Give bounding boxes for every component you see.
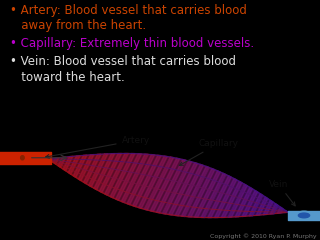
Polygon shape	[48, 158, 59, 164]
Text: Capillary: Capillary	[180, 139, 238, 165]
Polygon shape	[242, 190, 263, 216]
Polygon shape	[73, 155, 94, 181]
Text: Vein: Vein	[269, 180, 295, 206]
Ellipse shape	[296, 211, 312, 220]
Polygon shape	[256, 197, 273, 215]
Polygon shape	[150, 158, 186, 213]
Text: Artery: Artery	[45, 136, 150, 158]
Polygon shape	[68, 155, 87, 177]
Polygon shape	[201, 173, 231, 218]
Polygon shape	[214, 179, 242, 218]
Ellipse shape	[20, 155, 25, 161]
Polygon shape	[235, 187, 258, 217]
Polygon shape	[133, 155, 167, 208]
Polygon shape	[263, 200, 278, 215]
Polygon shape	[277, 207, 288, 213]
Polygon shape	[156, 160, 192, 214]
Polygon shape	[208, 176, 236, 218]
Polygon shape	[221, 181, 247, 217]
Polygon shape	[89, 154, 115, 190]
Polygon shape	[116, 154, 148, 203]
Text: toward the heart.: toward the heart.	[10, 71, 124, 84]
Polygon shape	[84, 154, 108, 187]
Polygon shape	[188, 168, 220, 217]
Polygon shape	[127, 155, 161, 207]
Text: • Capillary: Extremely thin blood vessels.: • Capillary: Extremely thin blood vessel…	[10, 37, 254, 50]
Polygon shape	[169, 163, 203, 216]
Polygon shape	[53, 157, 66, 168]
Polygon shape	[228, 184, 252, 217]
Polygon shape	[94, 154, 122, 192]
Polygon shape	[181, 166, 215, 217]
Polygon shape	[110, 154, 141, 200]
Polygon shape	[63, 156, 80, 174]
Polygon shape	[249, 194, 268, 216]
Polygon shape	[78, 154, 101, 184]
Polygon shape	[105, 154, 135, 198]
Polygon shape	[121, 154, 155, 205]
Polygon shape	[144, 157, 180, 211]
Text: • Vein: Blood vessel that carries blood: • Vein: Blood vessel that carries blood	[10, 55, 236, 68]
Polygon shape	[58, 156, 73, 171]
Polygon shape	[100, 154, 128, 195]
Polygon shape	[284, 210, 288, 213]
Text: Copyright © 2010 Ryan P. Murphy: Copyright © 2010 Ryan P. Murphy	[210, 233, 317, 239]
Ellipse shape	[20, 156, 24, 160]
Text: • Artery: Blood vessel that carries blood: • Artery: Blood vessel that carries bloo…	[10, 4, 246, 17]
Polygon shape	[270, 204, 283, 214]
Ellipse shape	[298, 213, 310, 218]
Text: away from the heart.: away from the heart.	[10, 19, 146, 32]
Polygon shape	[175, 164, 209, 216]
Polygon shape	[195, 171, 226, 217]
Polygon shape	[139, 156, 173, 210]
Polygon shape	[163, 161, 197, 215]
